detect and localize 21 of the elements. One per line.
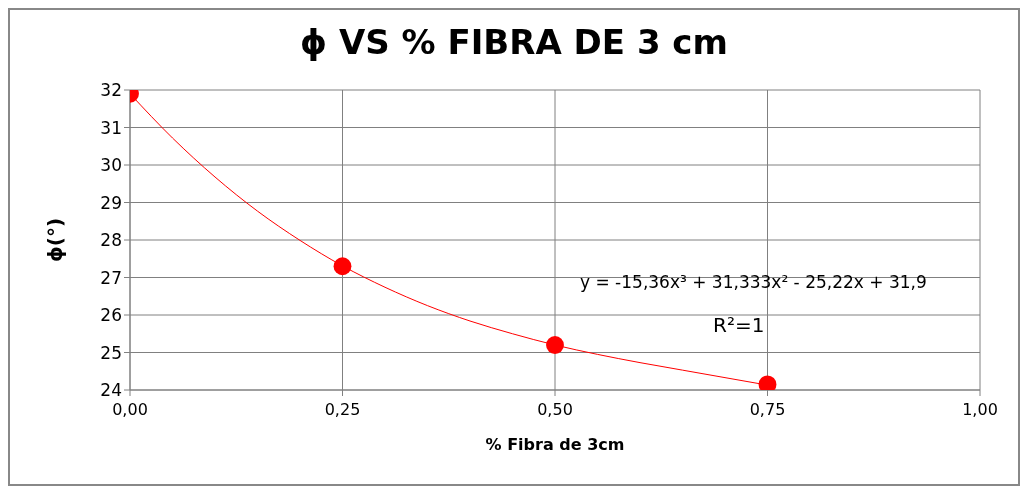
chart-title: ϕ VS % FIBRA DE 3 cm	[299, 22, 729, 62]
x-tick-label: 0,75	[749, 400, 786, 420]
point	[546, 336, 564, 354]
y-tick-label: 28	[100, 230, 122, 251]
annotation: R²=1	[713, 313, 765, 337]
point	[333, 257, 352, 276]
y-tick-label: 32	[100, 80, 122, 101]
x-tick-label: 1,00	[962, 400, 998, 420]
y-axis-title: ϕ(°)	[43, 217, 68, 263]
x-tick-label: 0,00	[112, 400, 148, 420]
y-tick-label: 25	[100, 342, 122, 363]
x-tick-label: 0,50	[537, 400, 573, 420]
x-axis-title: % Fibra de 3cm	[485, 435, 625, 454]
x-tick-label: 0,25	[324, 400, 361, 420]
annotation: y = -15,36x³ + 31,333x² - 25,22x + 31,9	[580, 272, 927, 292]
y-tick-label: 29	[100, 192, 122, 213]
y-tick-label: 31	[100, 117, 122, 138]
y-tick-label: 24	[100, 380, 122, 401]
y-tick-label: 26	[100, 305, 122, 326]
y-tick-label: 27	[100, 267, 122, 288]
y-tick-label: 30	[100, 155, 122, 176]
